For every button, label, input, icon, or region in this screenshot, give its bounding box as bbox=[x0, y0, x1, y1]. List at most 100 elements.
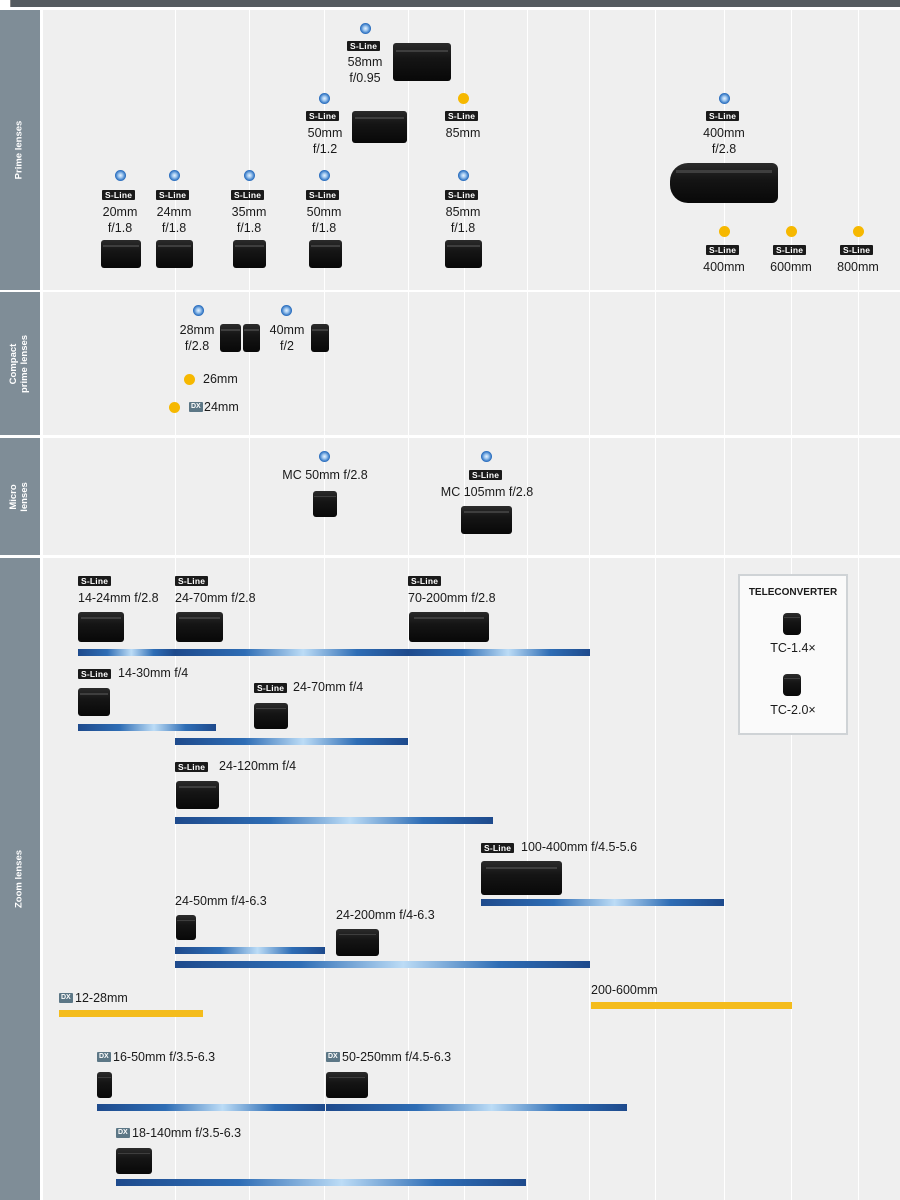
lens-label-20mm: 20mm f/1.8 bbox=[102, 205, 138, 235]
s-line-badge: S-Line bbox=[469, 470, 503, 480]
zoom-range-bar-24-120mm bbox=[175, 817, 493, 824]
available-indicator-icon bbox=[281, 305, 292, 316]
available-indicator-icon bbox=[360, 23, 371, 34]
lens-label-100-400mm: 100-400mm f/4.5-5.6 bbox=[521, 840, 638, 854]
available-indicator-icon bbox=[719, 93, 730, 104]
planned-range-bar-12-28mm bbox=[59, 1010, 203, 1017]
lens-label-58mm: 58mm f/0.95 bbox=[347, 55, 383, 85]
planned-indicator-icon bbox=[458, 93, 469, 104]
lens-28mm-se-image bbox=[243, 324, 260, 352]
available-indicator-icon bbox=[169, 170, 180, 181]
lens-24-70mm-f28-image bbox=[176, 612, 223, 642]
zoom-range-bar-50-250mm bbox=[326, 1104, 627, 1111]
s-line-badge: S-Line bbox=[78, 669, 112, 679]
s-line-badge: S-Line bbox=[175, 762, 209, 772]
lens-label-24mm: 24mm f/1.8 bbox=[156, 205, 192, 235]
lens-70-200mm-image bbox=[409, 612, 489, 642]
zoom-range-bar-18-140mm bbox=[116, 1179, 526, 1186]
teleconverter-title: TELECONVERTER bbox=[748, 587, 838, 598]
lens-label-14-24mm: 14-24mm f/2.8 bbox=[78, 591, 159, 605]
lens-50-250mm-image bbox=[326, 1072, 368, 1098]
planned-indicator-icon bbox=[169, 402, 180, 413]
s-line-badge: S-Line bbox=[706, 111, 740, 121]
s-line-badge: S-Line bbox=[306, 190, 340, 200]
lens-50mm-f12-image bbox=[352, 111, 407, 143]
planned-indicator-icon bbox=[853, 226, 864, 237]
lens-400mm-f28-image bbox=[670, 163, 778, 203]
tc-1-4x-image bbox=[783, 613, 801, 635]
lens-18-140mm-image bbox=[116, 1148, 152, 1174]
lens-label-24-120mm: 24-120mm f/4 bbox=[219, 759, 297, 773]
top-bar-tab bbox=[0, 0, 11, 7]
lens-label-85mm-f18: 85mm f/1.8 bbox=[445, 205, 481, 235]
lens-14-24mm-image bbox=[78, 612, 124, 642]
planned-indicator-icon bbox=[184, 374, 195, 385]
lens-24-200mm-image bbox=[336, 929, 379, 956]
lens-label-24-200mm: 24-200mm f/4-6.3 bbox=[336, 908, 435, 922]
s-line-badge: S-Line bbox=[254, 683, 288, 693]
section-micro-lenses: Micro lenses MC 50mm f/2.8 S-Line MC 105m… bbox=[0, 438, 900, 555]
dx-badge: DX bbox=[97, 1052, 111, 1062]
lens-label-24-70mm-f4: 24-70mm f/4 bbox=[293, 680, 364, 694]
lens-label-24-70mm-f28: 24-70mm f/2.8 bbox=[175, 591, 256, 605]
lens-85mm-f18-image bbox=[445, 240, 482, 268]
lens-40mm-image bbox=[311, 324, 329, 352]
zoom-range-bar-70-200mm bbox=[408, 649, 590, 656]
dx-badge: DX bbox=[116, 1128, 130, 1138]
s-line-badge: S-Line bbox=[306, 111, 340, 121]
tc-2-0x-label: TC-2.0× bbox=[770, 703, 816, 717]
s-line-badge: S-Line bbox=[773, 245, 807, 255]
zoom-range-bar-14-30mm bbox=[78, 724, 216, 731]
zoom-range-bar-24-70mm-f4 bbox=[175, 738, 408, 745]
planned-indicator-icon bbox=[719, 226, 730, 237]
tc-1-4x-label: TC-1.4× bbox=[770, 641, 816, 655]
lens-label-35mm: 35mm f/1.8 bbox=[231, 205, 267, 235]
lens-mc105-image bbox=[461, 506, 512, 534]
s-line-badge: S-Line bbox=[347, 41, 381, 51]
lens-label-28mm: 28mm f/2.8 bbox=[179, 323, 215, 353]
lens-label-85mm-planned: 85mm bbox=[445, 126, 481, 140]
lens-24-70mm-f4-image bbox=[254, 703, 288, 729]
dx-badge: DX bbox=[189, 402, 203, 412]
section-prime-lenses: Prime lenses S-Line 58mm f/0.95 S-Line 50… bbox=[0, 10, 900, 290]
lens-58mm-image bbox=[393, 43, 451, 81]
s-line-badge: S-Line bbox=[445, 111, 479, 121]
s-line-badge: S-Line bbox=[445, 190, 479, 200]
lens-label-18-140mm: 18-140mm f/3.5-6.3 bbox=[132, 1126, 242, 1140]
sidebar-label-prime: Prime lenses bbox=[0, 10, 40, 290]
lens-28mm-image bbox=[220, 324, 241, 352]
dx-badge: DX bbox=[326, 1052, 340, 1062]
available-indicator-icon bbox=[458, 170, 469, 181]
lens-35mm-image bbox=[233, 240, 266, 268]
lens-label-70-200mm: 70-200mm f/2.8 bbox=[408, 591, 496, 605]
lens-label-50-250mm: 50-250mm f/4.5-6.3 bbox=[342, 1050, 452, 1064]
lens-mc50-image bbox=[313, 491, 337, 517]
planned-indicator-icon bbox=[786, 226, 797, 237]
s-line-badge: S-Line bbox=[78, 576, 112, 586]
s-line-badge: S-Line bbox=[706, 245, 740, 255]
lens-label-16-50mm: 16-50mm f/3.5-6.3 bbox=[113, 1050, 216, 1064]
lens-label-26mm: 26mm bbox=[203, 372, 238, 386]
lens-label-40mm: 40mm f/2 bbox=[269, 323, 305, 353]
s-line-badge: S-Line bbox=[481, 843, 515, 853]
lens-50mm-f18-image bbox=[309, 240, 342, 268]
available-indicator-icon bbox=[319, 451, 330, 462]
dx-badge: DX bbox=[59, 993, 73, 1003]
lens-label-14-30mm: 14-30mm f/4 bbox=[118, 666, 189, 680]
lens-label-50mm-f18: 50mm f/1.8 bbox=[306, 205, 342, 235]
zoom-range-bar-24-70mm-f28 bbox=[175, 649, 408, 656]
tc-2-0x-image bbox=[783, 674, 801, 696]
lens-label-12-28mm: 12-28mm bbox=[75, 991, 128, 1005]
available-indicator-icon bbox=[193, 305, 204, 316]
available-indicator-icon bbox=[319, 93, 330, 104]
s-line-badge: S-Line bbox=[231, 190, 265, 200]
available-indicator-icon bbox=[115, 170, 126, 181]
lens-label-mc50: MC 50mm f/2.8 bbox=[282, 468, 368, 482]
compact-panel bbox=[43, 292, 900, 435]
section-compact-prime-lenses: Compact prime lenses 28mm f/2.8 40mm f/2 26… bbox=[0, 292, 900, 435]
lens-14-30mm-image bbox=[78, 688, 110, 716]
lens-24mm-image bbox=[156, 240, 193, 268]
lens-label-600mm-planned: 600mm bbox=[770, 260, 812, 274]
lens-label-400mm-f28: 400mm f/2.8 bbox=[703, 126, 745, 156]
lens-label-800mm-planned: 800mm bbox=[837, 260, 879, 274]
